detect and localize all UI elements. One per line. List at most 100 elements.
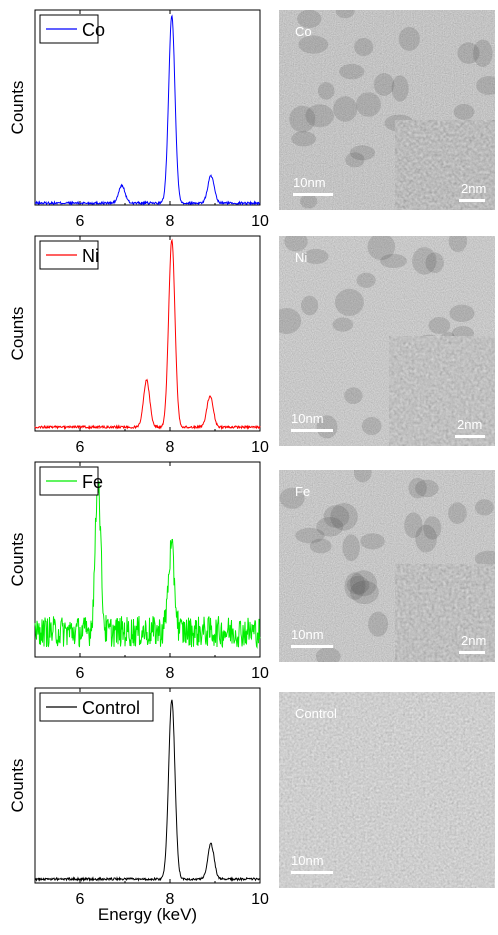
nanoparticle (398, 26, 420, 51)
nanoparticle (415, 524, 437, 553)
scale-bar-main: 10nm (291, 624, 335, 648)
tem-image-ni: Ni 10nm 2nm (279, 236, 495, 446)
nanoparticle (368, 611, 389, 637)
tem-label: Co (295, 24, 312, 39)
nanoparticle (344, 572, 366, 600)
nanoparticle (360, 533, 385, 550)
y-axis-label: Counts (8, 81, 27, 135)
y-axis-label: Counts (8, 759, 27, 813)
nanoparticle (354, 37, 374, 57)
nanoparticle (289, 105, 316, 133)
nanoparticle (449, 304, 475, 322)
series-line (34, 14, 261, 207)
nanoparticle (305, 104, 334, 128)
scale-bar-text: 10nm (291, 411, 324, 426)
x-tick-label: 8 (166, 665, 175, 680)
nanoparticle (361, 417, 382, 435)
nanoparticle (323, 505, 350, 528)
series-line (34, 699, 261, 883)
nanoparticle (345, 152, 365, 168)
scale-bar-inset: 2nm (459, 180, 489, 202)
spectrum-chart-ni: 6 8 10 Counts Ni (8, 235, 269, 454)
scale-bar-inset: 2nm (455, 416, 489, 438)
series-line (34, 238, 261, 431)
spectrum-chart-fe: 6 8 10 Counts Fe (8, 461, 269, 680)
nanoparticle (356, 272, 376, 288)
nanoparticle (316, 415, 338, 439)
nanoparticle (473, 39, 493, 67)
nanoparticle (334, 288, 364, 316)
scale-bar-text: 2nm (457, 417, 483, 432)
nanoparticle (332, 317, 354, 332)
nanoparticle (415, 479, 439, 498)
legend-label: Ni (82, 246, 99, 266)
nanoparticle (474, 550, 495, 568)
scale-bar-text: 2nm (461, 633, 487, 648)
scale-bar-text: 10nm (291, 853, 324, 868)
nanoparticle (284, 236, 308, 252)
tem-inset: 2nm (389, 336, 495, 446)
x-tick-label: 6 (76, 665, 85, 680)
nanoparticle (300, 194, 318, 209)
nanoparticle (279, 487, 305, 509)
tem-image-control: Control 10nm (279, 692, 495, 888)
nanoparticle (339, 63, 365, 80)
nanoparticle (380, 253, 407, 269)
scale-bar-main: 10nm (293, 172, 335, 196)
nanoparticle (476, 76, 495, 95)
nanoparticle (367, 236, 396, 261)
micrograph-texture (389, 336, 495, 446)
scale-bar-inset: 2nm (459, 632, 489, 654)
nanoparticle (391, 75, 409, 102)
tem-label: Ni (295, 250, 308, 265)
spectrum-chart-control: 6 8 10 Counts Control (8, 687, 269, 906)
micrograph-texture (395, 564, 495, 662)
nanoparticle (335, 10, 355, 19)
y-axis-label: Counts (8, 533, 27, 587)
tem-label: Fe (295, 484, 311, 499)
nanoparticle (425, 252, 444, 273)
legend-label: Co (82, 20, 105, 40)
nanoparticle (344, 387, 363, 404)
scale-bar-text: 10nm (293, 175, 326, 190)
nanoparticle (350, 570, 377, 597)
nanoparticle (428, 317, 451, 334)
y-axis-label: Counts (8, 307, 27, 361)
scale-bar-text: 10nm (291, 627, 324, 642)
scale-bar-main: 10nm (291, 408, 335, 432)
tem-image-co: Co 10nm 2nm (279, 10, 495, 210)
nanoparticle (356, 92, 381, 117)
nanoparticle (353, 470, 372, 483)
nanoparticle (448, 502, 467, 524)
nanoparticle (316, 517, 344, 537)
series-line (34, 481, 261, 650)
spectrum-chart-co: 6 8 10 Counts Co (8, 9, 269, 228)
nanoparticle (310, 538, 332, 554)
nanoparticle (404, 512, 423, 538)
nanoparticle (373, 73, 395, 96)
nanoparticle (291, 131, 317, 147)
micrograph-texture (279, 692, 495, 888)
x-tick-label: 8 (166, 439, 175, 454)
micrograph-texture (395, 120, 495, 210)
nanoparticle (350, 580, 379, 605)
nanoparticle (475, 499, 494, 516)
nanoparticle (349, 145, 376, 161)
x-tick-label: 8 (166, 891, 175, 906)
scale-bar-main: 10nm (291, 850, 335, 874)
tem-image-fe: Fe 10nm 2nm (279, 470, 495, 662)
nanoparticle (303, 248, 329, 265)
x-tick-label: 6 (76, 439, 85, 454)
legend-label: Control (82, 698, 140, 718)
x-tick-label: 6 (76, 891, 85, 906)
nanoparticle (298, 35, 329, 54)
x-tick-label: 10 (251, 439, 269, 454)
scale-bar-text: 2nm (461, 181, 487, 196)
x-tick-label: 10 (251, 213, 269, 228)
nanoparticle (301, 295, 319, 316)
x-tick-label: 8 (166, 213, 175, 228)
nanoparticle (295, 527, 325, 544)
nanoparticle (412, 247, 437, 275)
nanoparticle (408, 477, 427, 499)
nanoparticle (330, 503, 358, 531)
